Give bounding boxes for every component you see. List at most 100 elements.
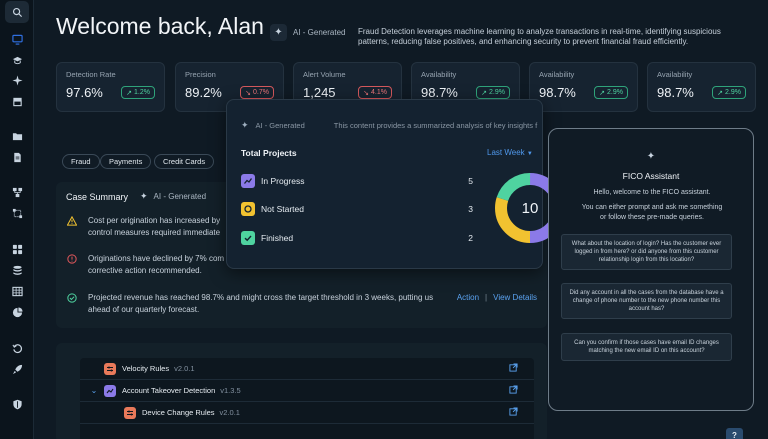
period-dropdown[interactable]: Last Week ▼: [487, 148, 533, 157]
sparkle-icon: ✦: [241, 120, 249, 130]
kpi-card[interactable]: Availability 98.7% ↗ 2.9%: [647, 62, 756, 112]
kpi-change-value: 2.9%: [725, 89, 741, 96]
database-icon[interactable]: [7, 261, 27, 279]
kpi-change-badge: ↗ 1.2%: [121, 86, 155, 99]
assistant-title: FICO Assistant: [622, 171, 680, 181]
history-icon[interactable]: [7, 339, 27, 357]
check-circle-icon: [66, 292, 78, 316]
query-text: What about the location of login? Has th…: [571, 241, 722, 247]
folder-icon[interactable]: [7, 127, 27, 145]
filter-pill-fraud[interactable]: Fraud: [62, 154, 100, 169]
rule-version: v1.3.5: [220, 386, 241, 395]
sparkle-icon: ✦: [140, 191, 148, 201]
filter-pill-payments[interactable]: Payments: [100, 154, 152, 169]
pie-chart-icon[interactable]: [7, 303, 27, 321]
suggested-query[interactable]: What about the location of login? Has th…: [561, 234, 732, 270]
status-count: 5: [468, 176, 473, 186]
kpi-value: 98.7%: [421, 85, 458, 100]
action-link[interactable]: Action: [456, 293, 480, 302]
storefront-icon[interactable]: [7, 92, 27, 110]
case-summary-item: Projected revenue has reached 98.7% and …: [66, 292, 433, 316]
document-icon[interactable]: [7, 148, 27, 166]
sliders-icon: [104, 362, 116, 375]
trend-up-icon: ↗: [481, 89, 488, 97]
rule-row-velocity-rules[interactable]: Velocity Rules v2.0.1: [80, 358, 534, 380]
search-icon[interactable]: [5, 1, 29, 23]
kpi-card[interactable]: Detection Rate 97.6% ↗ 1.2%: [56, 62, 165, 112]
rule-name: Account Takeover Detection: [122, 386, 216, 395]
kpi-change-value: 2.9%: [489, 89, 505, 96]
query-text: Can you confirm if those cases have emai…: [574, 340, 719, 346]
kpi-change-badge: ↗ 2.9%: [712, 86, 746, 99]
trend-down-icon: ↘: [363, 89, 370, 97]
view-details-link[interactable]: View Details: [493, 293, 537, 302]
kpi-change-badge: ↗ 2.9%: [594, 86, 628, 99]
query-text: logged in from here? or did anyone from …: [574, 249, 719, 255]
case-summary-text: Cost per origination has increased by: [88, 216, 221, 225]
external-link-icon[interactable]: [509, 363, 518, 374]
monitor-icon[interactable]: [7, 30, 27, 48]
rule-name: Velocity Rules: [122, 364, 170, 373]
sliders-icon: [124, 406, 136, 419]
ai-generated-badge: ✦ AI - Generated: [270, 24, 345, 41]
branch-icon[interactable]: [7, 204, 27, 222]
trend-icon: [241, 174, 255, 188]
external-link-icon[interactable]: [509, 407, 518, 418]
rules-panel: Velocity Rules v2.0.1 ⌄ Account Takeover…: [56, 343, 547, 439]
query-text: account has?: [628, 306, 665, 312]
external-link-icon[interactable]: [509, 385, 518, 396]
sidebar: [0, 0, 34, 439]
kpi-label: Availability: [539, 70, 575, 79]
grid-icon[interactable]: [7, 240, 27, 258]
kpi-change-value: 4.1%: [371, 89, 387, 96]
kpi-change-value: 0.7%: [253, 89, 269, 96]
kpi-label: Precision: [185, 70, 216, 79]
assistant-prompt-line: or follow these pre-made queries.: [600, 214, 704, 221]
query-text: relationship login from this location?: [598, 257, 695, 263]
chevron-down-icon[interactable]: ⌄: [90, 386, 98, 395]
case-summary-text: corrective action recommended.: [88, 266, 202, 275]
ai-generated-badge: ✦ AI - Generated: [140, 191, 206, 202]
workflow-icon[interactable]: [7, 183, 27, 201]
ai-generated-label: AI - Generated: [255, 121, 305, 130]
assistant-greeting: Hello, welcome to the FICO assistant.: [593, 189, 711, 196]
donut-total: 10: [522, 200, 539, 217]
rule-name: Device Change Rules: [142, 408, 215, 417]
sparkle-icon[interactable]: [7, 71, 27, 89]
link-separator: |: [485, 293, 488, 302]
status-count: 3: [468, 204, 473, 214]
trend-icon: [104, 384, 116, 397]
rule-row-account-takeover-detection[interactable]: ⌄ Account Takeover Detection v1.3.5: [80, 380, 534, 402]
status-label: Finished: [261, 233, 294, 243]
ai-summary-note: This content provides a summarized analy…: [333, 121, 538, 130]
graduation-cap-icon[interactable]: [7, 51, 27, 69]
kpi-value: 98.7%: [657, 85, 694, 100]
shield-icon[interactable]: [7, 395, 27, 413]
trend-down-icon: ↘: [245, 89, 252, 97]
ai-generated-badge: ✦ AI - Generated This content provides a…: [241, 120, 537, 131]
kpi-change-badge: ↘ 4.1%: [358, 86, 392, 99]
sparkle-icon: ✦: [646, 151, 656, 162]
suggested-query[interactable]: Did any account in all the cases from th…: [561, 283, 732, 319]
case-summary-title: Case Summary: [66, 192, 129, 202]
table-icon[interactable]: [7, 282, 27, 300]
kpi-card[interactable]: Availability 98.7% ↗ 2.9%: [529, 62, 638, 112]
kpi-change-value: 1.2%: [134, 89, 150, 96]
case-summary-actions: Action | View Details: [457, 293, 537, 302]
ai-generated-label: AI - Generated: [153, 192, 207, 201]
assistant-prompt-line: You can either prompt and ask me somethi…: [581, 204, 723, 211]
rule-version: v2.0.1: [219, 408, 240, 417]
case-summary-text: Originations have declined by 7% com: [88, 254, 225, 263]
total-projects-popup: ✦ AI - Generated This content provides a…: [226, 99, 565, 269]
filter-pill-credit-cards[interactable]: Credit Cards: [154, 154, 215, 169]
query-text: Did any account in all the cases from th…: [569, 290, 724, 296]
suggested-query[interactable]: Can you confirm if those cases have emai…: [561, 333, 732, 361]
kpi-value: 97.6%: [66, 85, 103, 100]
rule-row-device-change-rules[interactable]: Device Change Rules v2.0.1: [80, 402, 534, 424]
status-count: 2: [468, 233, 473, 243]
case-summary-item: Cost per origination has increased by co…: [66, 215, 220, 239]
help-button[interactable]: ?: [726, 428, 743, 439]
sparkle-icon: ✦: [270, 24, 287, 41]
rocket-icon[interactable]: [7, 360, 27, 378]
kpi-label: Availability: [421, 70, 457, 79]
